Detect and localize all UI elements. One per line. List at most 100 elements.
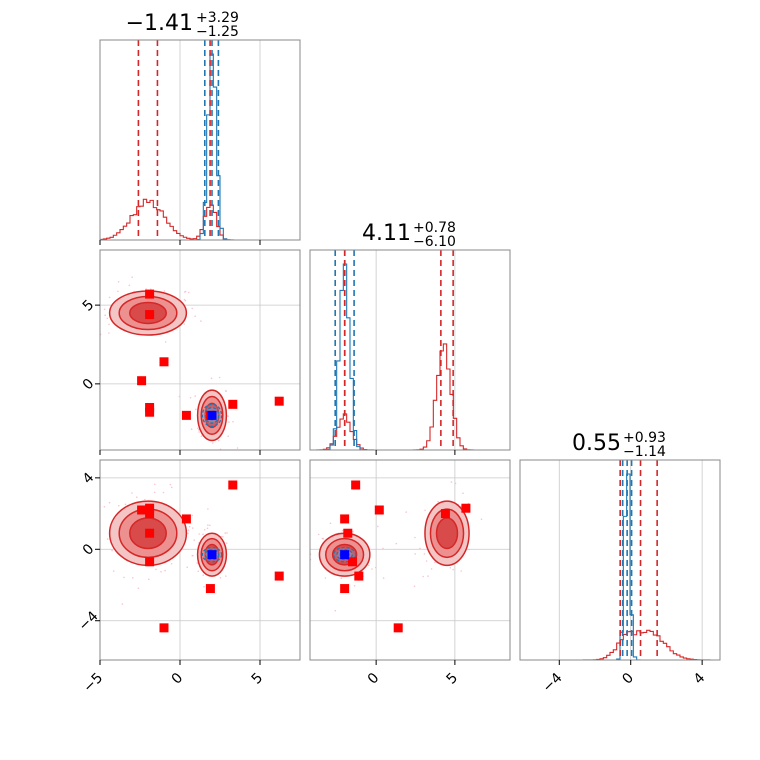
red-sample-dot — [198, 533, 200, 535]
y-tick-label: 0 — [80, 541, 98, 559]
red-sample-dot — [210, 377, 213, 380]
red-sample-dot — [153, 491, 156, 494]
red-sample-dot — [169, 483, 172, 486]
red-sample-dot — [106, 317, 109, 320]
panel-0-0 — [99, 39, 301, 245]
red-sample-dot — [434, 561, 436, 564]
red-sample-dot — [196, 562, 198, 564]
red-sample-dot — [206, 527, 209, 530]
red-sample-dot — [382, 547, 384, 550]
red-sample-dot — [198, 431, 200, 433]
red-marker — [354, 571, 364, 581]
red-sample-dot — [232, 421, 234, 423]
red-marker — [181, 410, 191, 420]
red-sample-dot — [374, 566, 377, 569]
red-sample-dot — [106, 538, 109, 540]
red-marker — [181, 514, 191, 524]
panel-content — [100, 276, 284, 450]
red-sample-dot — [118, 505, 120, 507]
red-sample-dot — [224, 390, 227, 392]
red-marker — [145, 310, 155, 320]
red-sample-dot — [188, 291, 190, 294]
red-sample-dot — [480, 518, 483, 520]
red-sample-dot — [191, 514, 193, 517]
red-sample-dot — [184, 299, 187, 302]
red-sample-dot — [170, 563, 173, 565]
red-marker — [340, 514, 350, 524]
red-sample-dot — [131, 276, 133, 279]
blue-histogram — [310, 263, 510, 450]
red-sample-dot — [422, 575, 425, 578]
panels: −5 0 5 0 5 −4 0 4 0 5 −4 0 4 — [75, 39, 721, 696]
red-sample-dot — [98, 571, 100, 573]
x-tick-label: 5 — [249, 670, 267, 688]
panel-2-0 — [75, 459, 301, 665]
red-sample-dot — [217, 439, 220, 442]
y-tick-label: 4 — [80, 470, 98, 488]
red-marker — [274, 571, 284, 581]
red-sample-dot — [460, 570, 463, 572]
red-sample-dot — [382, 577, 385, 579]
red-marker — [159, 357, 169, 367]
red-contour-0 — [435, 517, 459, 550]
red-sample-dot — [193, 539, 195, 541]
red-sample-dot — [170, 486, 173, 489]
panel-1-1 — [309, 249, 511, 455]
y-tick-label: 0 — [80, 376, 98, 394]
panel-frame — [519, 459, 721, 661]
red-marker — [228, 399, 238, 409]
red-marker — [145, 557, 155, 567]
red-sample-dot — [145, 288, 147, 290]
red-sample-dot — [227, 435, 229, 438]
red-sample-dot — [117, 281, 120, 283]
red-sample-dot — [184, 290, 187, 293]
x-tick-label: 5 — [444, 670, 462, 688]
red-marker — [351, 480, 361, 490]
red-sample-dot — [207, 524, 209, 526]
red-sample-dot — [137, 587, 140, 589]
red-sample-dot — [395, 542, 398, 545]
red-sample-dot — [164, 569, 166, 572]
red-sample-dot — [97, 541, 99, 543]
red-marker — [145, 528, 155, 538]
red-sample-dot — [112, 570, 115, 572]
red-sample-dot — [195, 408, 197, 411]
title-0-sup: +3.29 — [196, 10, 239, 26]
panel-content — [310, 250, 510, 450]
red-sample-dot — [452, 568, 454, 571]
red-sample-dot — [227, 415, 229, 418]
red-sample-dot — [108, 296, 111, 299]
red-sample-dot — [225, 575, 227, 577]
panel-2-1 — [309, 459, 511, 665]
red-sample-dot — [414, 553, 417, 555]
blue-marker — [207, 550, 217, 560]
red-sample-dot — [218, 376, 221, 379]
red-sample-dot — [377, 525, 379, 528]
red-sample-dot — [132, 577, 134, 579]
red-sample-dot — [75, 527, 77, 529]
red-sample-dot — [437, 500, 439, 503]
red-sample-dot — [352, 530, 354, 533]
red-sample-dot — [183, 298, 186, 301]
title-2-sub: −1.14 — [623, 444, 666, 460]
red-sample-dot — [203, 585, 205, 588]
red-sample-dot — [430, 568, 433, 570]
red-marker — [440, 509, 450, 519]
y-tick-label: 5 — [80, 297, 98, 315]
red-marker — [461, 503, 471, 513]
red-sample-dot — [189, 397, 192, 399]
x-tick-label: 0 — [619, 670, 637, 688]
red-sample-dot — [103, 308, 106, 311]
red-sample-dot — [222, 536, 224, 538]
panel-content — [310, 480, 483, 633]
red-sample-dot — [136, 496, 138, 499]
red-sample-dot — [425, 560, 428, 562]
red-sample-dot — [188, 525, 191, 528]
red-histogram — [100, 198, 300, 240]
panel-content — [75, 480, 284, 633]
red-sample-dot — [341, 529, 344, 532]
red-sample-dot — [163, 290, 166, 292]
red-sample-dot — [117, 290, 119, 293]
red-sample-dot — [427, 575, 429, 577]
